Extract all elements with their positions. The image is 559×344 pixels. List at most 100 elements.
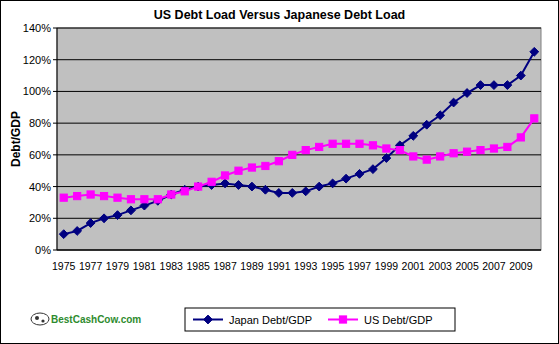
point (449, 98, 458, 107)
y-tick (53, 218, 57, 219)
grid-line (57, 28, 541, 29)
x-tick-label: 2007 (482, 260, 506, 272)
x-tick-label: 2005 (455, 260, 479, 272)
point (87, 191, 94, 198)
x-tick-label: 1975 (52, 260, 76, 272)
point (436, 111, 445, 120)
point (476, 81, 485, 90)
x-tick-label: 1997 (348, 260, 372, 272)
legend-box (185, 308, 455, 331)
point (437, 153, 444, 160)
x-tick-label: 1991 (267, 260, 291, 272)
x-tick-label: 1993 (294, 260, 318, 272)
point (248, 182, 257, 191)
point (114, 194, 121, 201)
point (383, 145, 390, 152)
point (410, 153, 417, 160)
point (504, 143, 511, 150)
point (369, 142, 376, 149)
point (342, 174, 351, 183)
point (154, 196, 161, 203)
x-tick-label: 1981 (133, 260, 157, 272)
point (261, 185, 270, 194)
y-tick (53, 28, 57, 29)
point (517, 134, 524, 141)
point (369, 165, 378, 174)
point (382, 154, 391, 163)
point (463, 89, 472, 98)
y-tick-label: 0% (35, 244, 51, 256)
source-text: BestCashCow.com (51, 314, 141, 325)
point (235, 167, 242, 174)
grid-line (57, 218, 541, 219)
x-tick-label: 2009 (509, 260, 533, 272)
x-tick-label: 1979 (106, 260, 130, 272)
point (127, 196, 134, 203)
y-tick-label: 60% (29, 149, 51, 161)
x-tick-label: 1985 (186, 260, 210, 272)
y-tick-label: 140% (23, 22, 51, 34)
legend-label: Japan Debt/GDP (229, 314, 312, 326)
y-tick (53, 186, 57, 187)
point (141, 196, 148, 203)
y-tick (53, 250, 57, 251)
point (423, 156, 430, 163)
y-axis (57, 28, 58, 250)
chart-frame (1, 1, 559, 344)
x-tick-label: 1995 (321, 260, 345, 272)
grid-line (57, 123, 541, 124)
grid-line (57, 250, 541, 251)
point (409, 131, 418, 140)
logo-icon (41, 319, 44, 322)
point (329, 140, 336, 147)
point (73, 227, 82, 236)
point (168, 191, 175, 198)
point (167, 190, 176, 199)
point (490, 81, 499, 90)
y-axis-label: Debt/GDP (9, 111, 23, 167)
point (450, 150, 457, 157)
legend-marker (204, 315, 213, 324)
point (516, 71, 525, 80)
point (180, 185, 189, 194)
point (221, 172, 228, 179)
point (100, 214, 109, 223)
x-tick-label: 1977 (79, 260, 103, 272)
point (274, 189, 283, 198)
y-tick (53, 59, 57, 60)
point (356, 140, 363, 147)
plot-area (57, 28, 541, 250)
point (194, 182, 203, 191)
x-tick-label: 1989 (240, 260, 264, 272)
point (221, 179, 230, 188)
point (422, 120, 431, 129)
point (463, 148, 470, 155)
grid-line (57, 59, 541, 60)
y-tick (53, 154, 57, 155)
x-tick-label: 1983 (160, 260, 184, 272)
legend-marker (339, 316, 346, 323)
point (490, 145, 497, 152)
point (86, 219, 95, 228)
x-tick-label: 2003 (428, 260, 452, 272)
grid-line (57, 186, 541, 187)
point (315, 182, 324, 191)
y-tick (53, 91, 57, 92)
y-tick (53, 123, 57, 124)
point (195, 183, 202, 190)
series-line (64, 118, 535, 199)
x-tick-label: 2001 (402, 260, 426, 272)
point (289, 151, 296, 158)
point (74, 192, 81, 199)
point (316, 143, 323, 150)
point (342, 140, 349, 147)
point (302, 147, 309, 154)
point (153, 196, 162, 205)
title: US Debt Load Versus Japanese Debt Load (154, 8, 405, 22)
point (208, 178, 215, 185)
point (301, 187, 310, 196)
point (396, 147, 403, 154)
x-tick-label: 1999 (375, 260, 399, 272)
point (113, 211, 122, 220)
x-axis (57, 250, 541, 251)
